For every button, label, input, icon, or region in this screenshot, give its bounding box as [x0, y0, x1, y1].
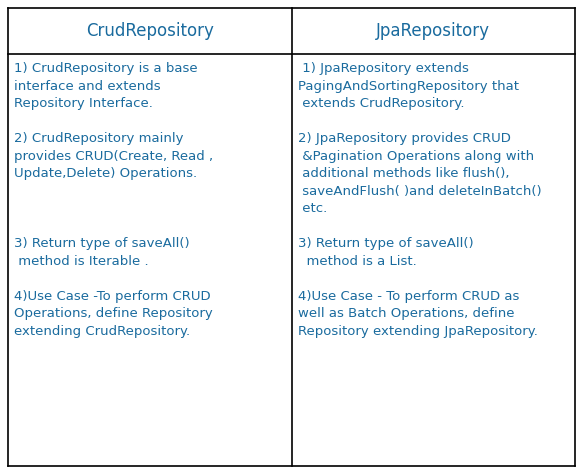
Text: 1) CrudRepository is a base
interface and extends
Repository Interface.

2) Crud: 1) CrudRepository is a base interface an…: [14, 62, 213, 337]
Text: 1) JpaRepository extends
PagingAndSortingRepository that
 extends CrudRepository: 1) JpaRepository extends PagingAndSortin…: [297, 62, 541, 337]
Text: JpaRepository: JpaRepository: [376, 22, 490, 40]
Text: CrudRepository: CrudRepository: [86, 22, 214, 40]
